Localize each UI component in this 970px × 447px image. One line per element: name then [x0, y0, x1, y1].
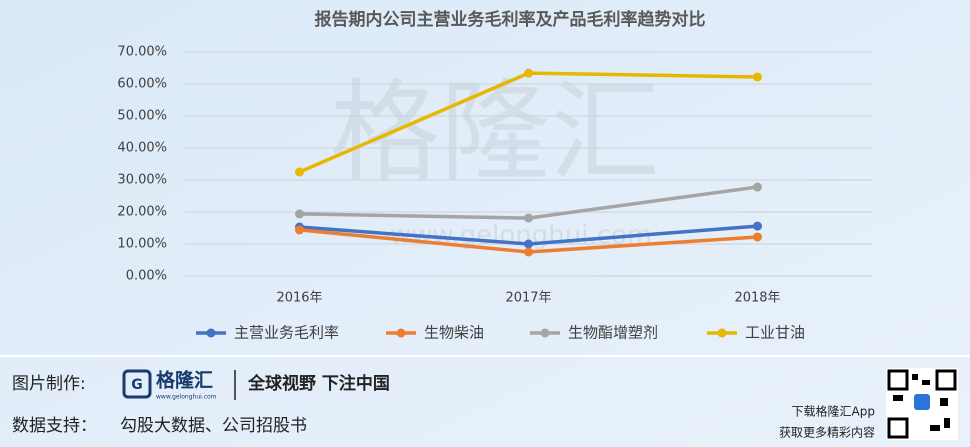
watermark: 格隆汇	[330, 68, 660, 196]
legend-marker	[540, 328, 550, 338]
y-tick-label: 20.00%	[117, 205, 167, 220]
point	[753, 221, 762, 231]
legend-marker	[206, 328, 216, 338]
point	[295, 225, 304, 235]
y-tick-label: 10.00%	[117, 237, 167, 252]
point	[524, 239, 533, 249]
footer-label: 图片制作:	[12, 374, 86, 394]
x-tick-label: 2018年	[734, 291, 780, 306]
point	[753, 182, 762, 192]
point	[295, 167, 304, 177]
chart-title: 报告期内公司主营业务毛利率及产品毛利率趋势对比	[315, 9, 706, 30]
point	[524, 213, 533, 223]
app-text: 下载格隆汇App	[792, 404, 875, 419]
point	[524, 68, 533, 78]
point	[524, 247, 533, 257]
legend-marker	[717, 328, 727, 338]
x-tick-label: 2017年	[505, 291, 551, 306]
y-tick-label: 60.00%	[117, 77, 167, 92]
y-tick-label: 0.00%	[126, 269, 167, 284]
logo-text: 格隆汇	[156, 369, 213, 392]
logo-icon	[122, 369, 152, 399]
y-tick-label: 70.00%	[117, 45, 167, 60]
y-tick-label: 50.00%	[117, 109, 167, 124]
legend-label: 生物柴油	[424, 324, 484, 342]
y-tick-label: 30.00%	[117, 173, 167, 188]
point	[295, 209, 304, 219]
qr-code	[886, 368, 958, 440]
point	[753, 72, 762, 82]
logo-glyph: G	[131, 377, 143, 393]
point	[753, 232, 762, 242]
data-source: 勾股大数据、公司招股书	[120, 416, 307, 436]
legend-label: 工业甘油	[745, 324, 805, 342]
legend-label: 主营业务毛利率	[234, 324, 339, 342]
logo-url: www.gelonghui.com	[156, 394, 217, 401]
y-tick-label: 40.00%	[117, 141, 167, 156]
plot: 0.00% 10.00% 20.00% 30.00% 40.00% 50.00% 60.00…	[117, 45, 872, 342]
footer-label: 数据支持：	[12, 416, 97, 436]
legend-marker	[396, 328, 406, 338]
legend-label: 生物酯增塑剂	[568, 324, 658, 342]
x-tick-label: 2016年	[276, 291, 322, 306]
slogan: 全球视野 下注中国	[247, 373, 390, 394]
app-text: 获取更多精彩内容	[779, 425, 875, 440]
